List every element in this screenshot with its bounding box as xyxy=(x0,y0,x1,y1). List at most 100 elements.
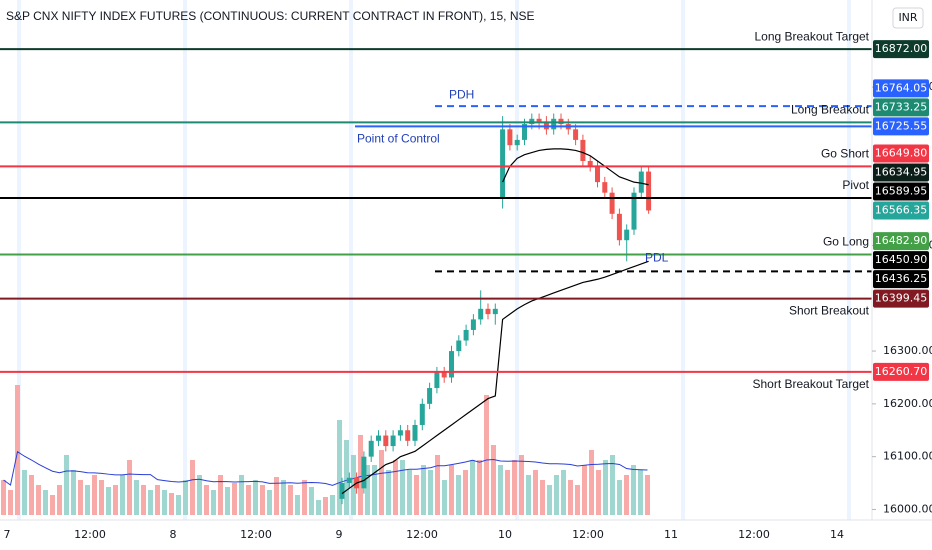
volume-bar xyxy=(540,480,545,515)
volume-bar xyxy=(568,480,573,515)
y-tick-label: 16000.00 xyxy=(883,502,932,515)
volume-bar xyxy=(386,470,391,515)
volume-bar xyxy=(302,480,307,515)
volume-bar xyxy=(155,485,160,515)
candle-body xyxy=(616,213,622,241)
level-name: Short Breakout Target xyxy=(752,377,869,391)
volume-bar xyxy=(134,480,139,515)
volume-bar xyxy=(582,465,587,515)
volume-bar xyxy=(239,475,244,515)
volume-bar xyxy=(554,475,559,515)
volume-bar xyxy=(484,395,489,515)
candle-body xyxy=(646,171,652,211)
price-label: 16450.90 xyxy=(875,253,928,266)
level-name: Pivot xyxy=(842,178,869,192)
volume-bar xyxy=(596,470,601,515)
volume-bar xyxy=(435,455,440,515)
price-label: 16649.80 xyxy=(875,146,928,159)
volume-bar xyxy=(183,480,188,515)
volume-bar xyxy=(148,490,153,515)
chart-title: S&P CNX NIFTY INDEX FUTURES (CONTINUOUS:… xyxy=(6,9,535,23)
price-label: 16589.95 xyxy=(875,184,928,197)
volume-bar xyxy=(253,480,258,515)
volume-bar xyxy=(113,485,118,515)
price-label: 16764.05 xyxy=(875,81,928,94)
price-label: 16260.70 xyxy=(875,365,928,378)
volume-bar xyxy=(50,495,55,515)
price-label-bg xyxy=(873,362,929,381)
candle-body xyxy=(492,308,498,315)
volume-bar xyxy=(78,480,83,515)
price-label: 16634.95 xyxy=(875,165,928,178)
price-label-bg xyxy=(873,182,929,201)
volume-bar xyxy=(344,440,349,515)
price-label: 16872.00 xyxy=(875,42,928,55)
x-tick-label: 11 xyxy=(664,528,678,541)
volume-bar xyxy=(281,480,286,515)
price-label-bg xyxy=(873,144,929,163)
volume-bar xyxy=(120,475,125,515)
currency-box[interactable] xyxy=(892,7,924,29)
candle-body xyxy=(441,372,447,378)
volume-bar xyxy=(477,460,482,515)
level-name: Short Breakout xyxy=(789,304,870,318)
level-name: Point of Control xyxy=(357,132,440,146)
volume-bar xyxy=(533,470,538,515)
volume-bar xyxy=(456,475,461,515)
volume-bar xyxy=(491,445,496,515)
candle-body xyxy=(449,351,454,378)
x-tick-label: 10 xyxy=(498,528,512,541)
volume-average xyxy=(3,450,648,486)
candle-body xyxy=(551,118,557,130)
volume-bar xyxy=(589,450,594,515)
volume-bar xyxy=(92,475,97,515)
volume-bar xyxy=(260,485,265,515)
candle-body xyxy=(631,192,637,230)
level-name: Go Long xyxy=(823,235,869,249)
session-line xyxy=(17,0,21,520)
volume-bar xyxy=(372,465,377,515)
volume-pane xyxy=(1,385,650,515)
level-name: PDL xyxy=(645,251,669,265)
price-label-bg xyxy=(873,232,929,251)
candle-body xyxy=(390,435,396,447)
x-tick-label: 14 xyxy=(830,528,844,541)
candle-body xyxy=(595,166,600,183)
x-tick-label: 7 xyxy=(4,528,11,541)
volume-bar xyxy=(442,480,447,515)
candle-body xyxy=(376,435,381,441)
currency[interactable]: INR xyxy=(898,11,917,24)
candle-body xyxy=(368,440,374,457)
y-tick-label: 16100.00 xyxy=(883,450,932,463)
volume-bar xyxy=(393,460,398,515)
volume-bar xyxy=(330,495,335,515)
candle-body xyxy=(543,121,549,130)
x-tick-label: 12:00 xyxy=(738,528,770,541)
volume-bar xyxy=(365,465,370,515)
price-label: 16436.25 xyxy=(875,272,928,285)
x-tick-label: 12:00 xyxy=(406,528,438,541)
x-tick-label: 12:00 xyxy=(240,528,272,541)
candle-body xyxy=(463,329,469,341)
candle-body xyxy=(609,192,615,214)
volume-bar xyxy=(106,487,111,515)
candle-body xyxy=(580,139,586,162)
volume-bar xyxy=(85,485,90,515)
candle-body xyxy=(507,129,513,146)
volume-bar xyxy=(575,485,580,515)
candle-body xyxy=(361,456,367,489)
volume-bar xyxy=(267,490,272,515)
volume-bar xyxy=(1,480,6,515)
candle-body xyxy=(470,319,476,330)
volume-bar xyxy=(232,483,237,515)
volume-bar xyxy=(127,460,132,515)
volume-bar xyxy=(519,455,524,515)
candle-body xyxy=(485,308,491,315)
price-labels: 16260.70 16399.45 16436.25 16450.90 16482.90… xyxy=(873,40,929,381)
session-lines xyxy=(17,0,851,520)
volume-bar xyxy=(64,455,69,515)
candle-body xyxy=(419,403,425,425)
volume-bar xyxy=(246,485,251,515)
